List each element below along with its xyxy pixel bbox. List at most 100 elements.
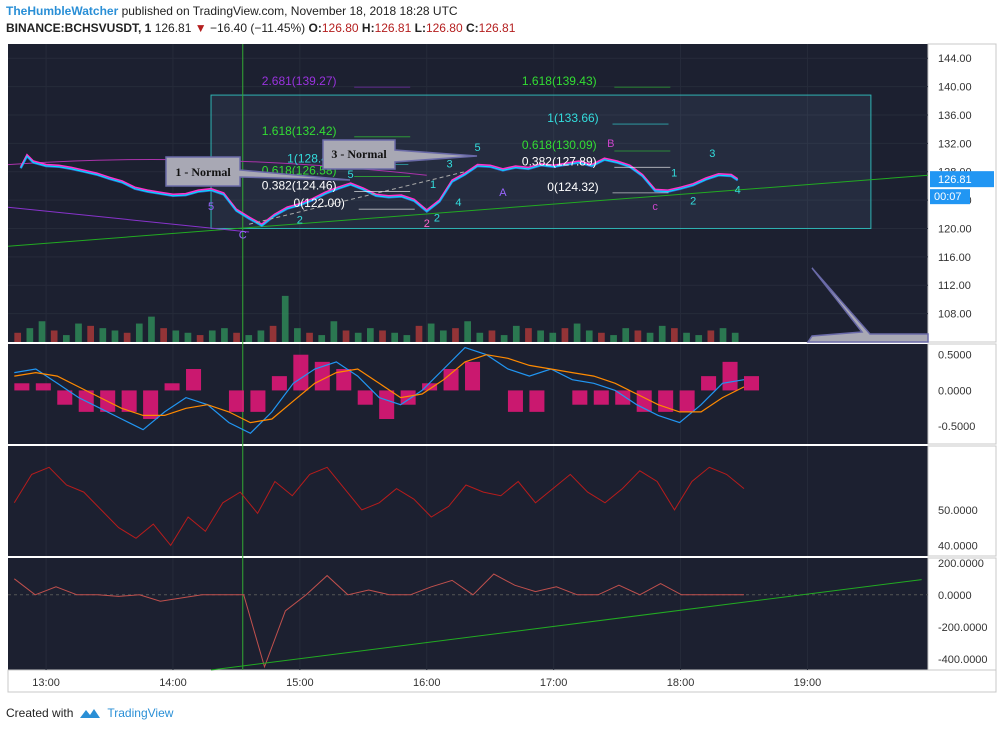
high-value: 126.81 bbox=[374, 21, 412, 35]
open-label: O: bbox=[308, 21, 322, 35]
last-price: 126.81 bbox=[154, 21, 192, 35]
price-tick-label: 136.00 bbox=[938, 110, 972, 122]
created-with-text: Created with bbox=[6, 706, 74, 720]
volume-bar bbox=[719, 328, 727, 342]
price-tick-label: 144.00 bbox=[938, 53, 972, 65]
macd-histogram-bar bbox=[14, 383, 30, 391]
fib-level-label: 0.618(130.09) bbox=[522, 138, 597, 152]
author-link[interactable]: TheHumbleWatcher bbox=[6, 4, 119, 18]
price-tick-label: 116.00 bbox=[938, 252, 971, 264]
price-axis-macd bbox=[927, 343, 997, 445]
macd-histogram-bar bbox=[400, 390, 416, 405]
volume-bar bbox=[391, 332, 399, 342]
volume-bar bbox=[585, 330, 593, 342]
macd-tick-label: 0.0000 bbox=[938, 385, 972, 397]
wave-label: 5 bbox=[208, 201, 214, 213]
volume-bar bbox=[99, 328, 107, 342]
tradingview-logo-icon bbox=[80, 709, 101, 718]
volume-bar bbox=[464, 321, 471, 342]
fib-level-label: 0.382(124.46) bbox=[262, 178, 337, 192]
volume-bar bbox=[622, 328, 630, 342]
volume-bar bbox=[330, 321, 338, 342]
volume-bar bbox=[172, 330, 180, 342]
macd-histogram-bar bbox=[529, 390, 545, 412]
price-change: −16.40 (−11.45%) bbox=[209, 21, 306, 35]
pane-rsi bbox=[8, 446, 928, 556]
macd-histogram-bar bbox=[379, 390, 395, 419]
signal-line bbox=[14, 354, 745, 424]
pane-cci bbox=[8, 558, 928, 670]
time-tick-label: 14:00 bbox=[159, 677, 187, 689]
fib-level-label: 1.618(132.42) bbox=[262, 124, 337, 138]
cci-tick-label: 200.0000 bbox=[938, 558, 984, 570]
open-value: 126.80 bbox=[321, 21, 359, 35]
macd-histogram-bar bbox=[121, 390, 137, 412]
macd-histogram-bar bbox=[357, 390, 373, 405]
macd-histogram-bar bbox=[186, 369, 202, 391]
dashed-line bbox=[248, 171, 465, 225]
volume-bar bbox=[184, 332, 192, 342]
volume-bar bbox=[75, 323, 82, 342]
volume-bar bbox=[379, 330, 386, 342]
price-tick-label: 112.00 bbox=[938, 280, 971, 292]
volume-bar bbox=[525, 328, 532, 342]
volume-bar bbox=[148, 316, 155, 342]
time-tick-label: 16:00 bbox=[413, 677, 441, 689]
volume-bar bbox=[367, 328, 374, 342]
price-line bbox=[20, 155, 738, 227]
macd-tick-label: 0.5000 bbox=[938, 350, 972, 362]
down-arrow-icon: ▼ bbox=[194, 21, 207, 35]
wave-label: 2 bbox=[424, 218, 430, 230]
volume-bar bbox=[573, 323, 581, 342]
wave-label: 2 bbox=[297, 215, 303, 227]
volume-bar bbox=[50, 330, 58, 342]
close-label: C: bbox=[466, 21, 479, 35]
macd-histogram-bar bbox=[250, 390, 266, 412]
fib-level-label: 1.618(139.43) bbox=[522, 74, 597, 88]
volume-bar bbox=[634, 330, 642, 342]
volume-bar bbox=[439, 330, 447, 342]
volume-bar bbox=[354, 332, 362, 342]
tradingview-link[interactable]: TradingView bbox=[79, 706, 173, 720]
fib-level-label: 2.681(139.27) bbox=[262, 74, 337, 88]
price-tick-label: 132.00 bbox=[938, 138, 972, 150]
macd-histogram-bar bbox=[701, 376, 717, 391]
fib-level-label: 0(122.00) bbox=[294, 196, 345, 210]
cci-trendline bbox=[210, 579, 922, 671]
volume-bar bbox=[123, 332, 131, 342]
macd-histogram-bar bbox=[744, 376, 760, 391]
publish-line: TheHumbleWatcher published on TradingVie… bbox=[6, 3, 996, 20]
symbol-label[interactable]: BINANCE:BCHSVUSDT, 1 bbox=[6, 21, 152, 35]
volume-bar bbox=[646, 332, 654, 342]
fib-level-label: 0.382(127.89) bbox=[522, 154, 597, 168]
volume-bar bbox=[111, 330, 119, 342]
volume-bar bbox=[38, 321, 46, 342]
time-tick-label: 18:00 bbox=[667, 677, 695, 689]
volume-bar bbox=[306, 332, 313, 342]
wave-label: c bbox=[652, 201, 658, 213]
ohlc-line: BINANCE:BCHSVUSDT, 1 126.81 ▼ −16.40 (−1… bbox=[6, 20, 996, 37]
time-axis bbox=[7, 669, 997, 693]
macd-histogram-bar bbox=[314, 361, 330, 391]
time-tick-label: 15:00 bbox=[286, 677, 314, 689]
volume-bar bbox=[695, 335, 703, 342]
volume-bar bbox=[26, 328, 34, 342]
volume-bar bbox=[427, 323, 435, 342]
time-tick-label: 13:00 bbox=[32, 677, 60, 689]
volume-bar bbox=[561, 328, 569, 342]
macd-histogram-bar bbox=[615, 390, 631, 405]
volume-bar bbox=[245, 335, 253, 342]
wave-label: 4 bbox=[455, 197, 461, 209]
macd-histogram-bar bbox=[164, 383, 180, 391]
volume-bar bbox=[62, 335, 70, 342]
volume-bar bbox=[476, 332, 484, 342]
fib-level-label: 0(124.32) bbox=[547, 180, 598, 194]
volume-bar bbox=[160, 328, 167, 342]
callout-3-bubble bbox=[322, 139, 478, 170]
rsi-tick-label: 40.0000 bbox=[938, 540, 978, 552]
volume-bar bbox=[318, 335, 326, 342]
macd-histogram-bar bbox=[679, 390, 695, 412]
macd-histogram-bar bbox=[572, 390, 588, 405]
price-tick-label: 140.00 bbox=[938, 82, 972, 94]
